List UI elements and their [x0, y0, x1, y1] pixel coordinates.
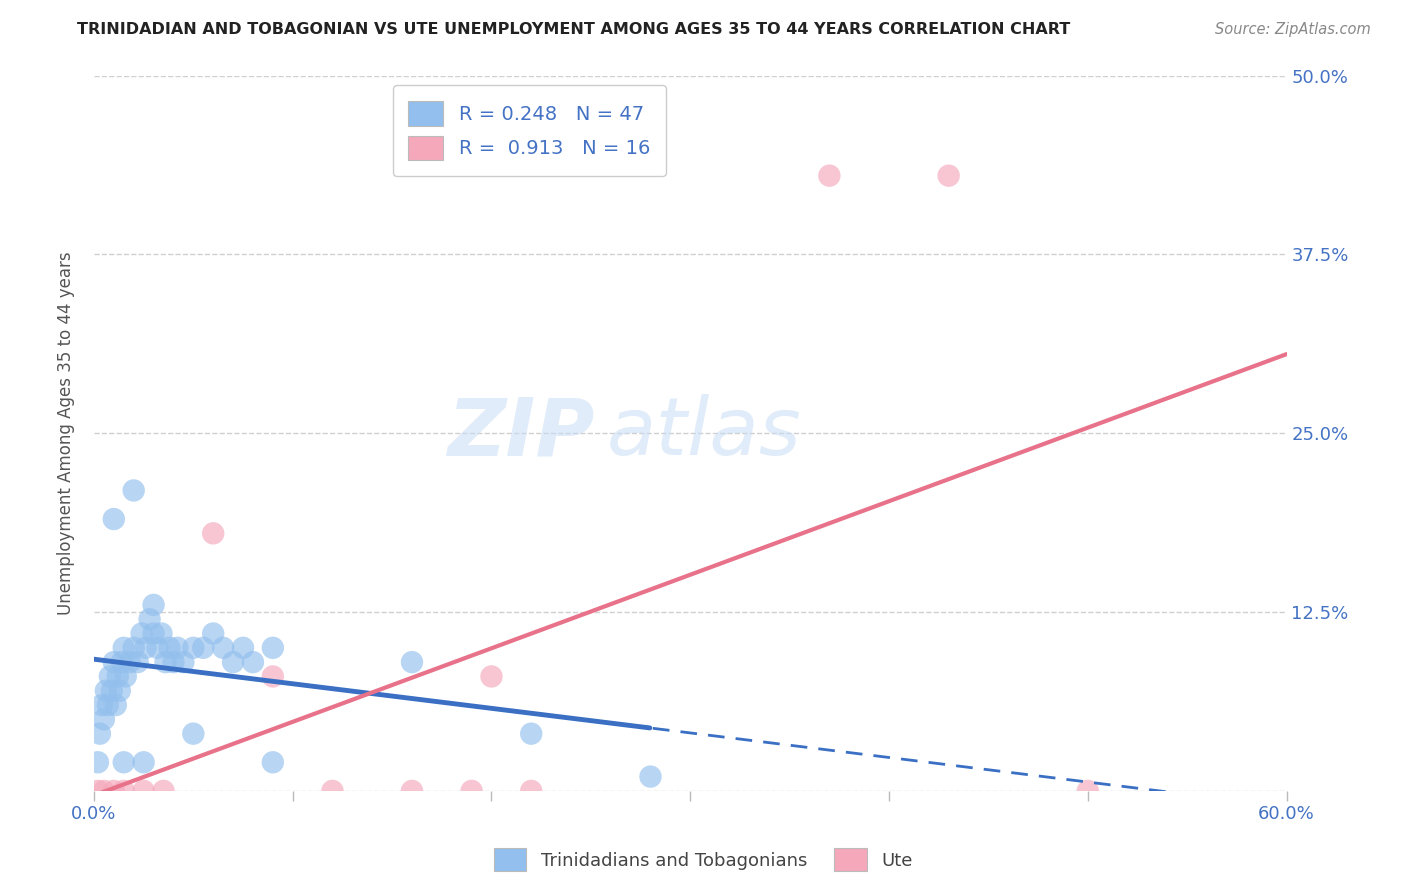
- Point: [938, 169, 960, 183]
- Text: Source: ZipAtlas.com: Source: ZipAtlas.com: [1215, 22, 1371, 37]
- Point: [155, 655, 177, 669]
- Text: ZIP: ZIP: [447, 394, 595, 472]
- Point: [202, 626, 225, 640]
- Legend: Trinidadians and Tobagonians, Ute: Trinidadians and Tobagonians, Ute: [486, 841, 920, 879]
- Point: [142, 626, 165, 640]
- Point: [132, 784, 155, 798]
- Point: [107, 669, 129, 683]
- Point: [262, 756, 284, 770]
- Point: [112, 784, 135, 798]
- Point: [135, 640, 157, 655]
- Point: [401, 655, 423, 669]
- Point: [520, 726, 543, 740]
- Point: [181, 726, 204, 740]
- Point: [122, 640, 145, 655]
- Point: [181, 640, 204, 655]
- Point: [1077, 784, 1099, 798]
- Point: [146, 640, 169, 655]
- Point: [202, 526, 225, 541]
- Point: [138, 612, 160, 626]
- Point: [114, 669, 136, 683]
- Legend: R = 0.248   N = 47, R =  0.913   N = 16: R = 0.248 N = 47, R = 0.913 N = 16: [392, 86, 666, 176]
- Point: [104, 698, 127, 712]
- Point: [152, 784, 174, 798]
- Point: [111, 655, 134, 669]
- Point: [87, 756, 110, 770]
- Point: [94, 683, 117, 698]
- Point: [112, 640, 135, 655]
- Point: [142, 598, 165, 612]
- Point: [108, 683, 131, 698]
- Point: [640, 770, 662, 784]
- Point: [87, 784, 110, 798]
- Point: [103, 512, 125, 526]
- Point: [262, 669, 284, 683]
- Point: [162, 655, 184, 669]
- Point: [93, 784, 115, 798]
- Point: [122, 483, 145, 498]
- Point: [212, 640, 235, 655]
- Point: [101, 683, 124, 698]
- Point: [321, 784, 343, 798]
- Point: [103, 655, 125, 669]
- Point: [98, 669, 121, 683]
- Y-axis label: Unemployment Among Ages 35 to 44 years: Unemployment Among Ages 35 to 44 years: [58, 252, 75, 615]
- Point: [131, 626, 153, 640]
- Point: [132, 756, 155, 770]
- Text: atlas: atlas: [607, 394, 801, 472]
- Point: [118, 655, 141, 669]
- Point: [520, 784, 543, 798]
- Point: [242, 655, 264, 669]
- Point: [112, 756, 135, 770]
- Point: [481, 669, 503, 683]
- Point: [159, 640, 181, 655]
- Point: [172, 655, 194, 669]
- Point: [401, 784, 423, 798]
- Point: [232, 640, 254, 655]
- Point: [818, 169, 841, 183]
- Point: [89, 726, 111, 740]
- Point: [460, 784, 482, 798]
- Point: [262, 640, 284, 655]
- Point: [103, 784, 125, 798]
- Point: [93, 712, 115, 726]
- Point: [166, 640, 188, 655]
- Point: [97, 698, 120, 712]
- Point: [127, 655, 149, 669]
- Point: [90, 698, 112, 712]
- Point: [193, 640, 215, 655]
- Text: TRINIDADIAN AND TOBAGONIAN VS UTE UNEMPLOYMENT AMONG AGES 35 TO 44 YEARS CORRELA: TRINIDADIAN AND TOBAGONIAN VS UTE UNEMPL…: [77, 22, 1070, 37]
- Point: [222, 655, 245, 669]
- Point: [150, 626, 173, 640]
